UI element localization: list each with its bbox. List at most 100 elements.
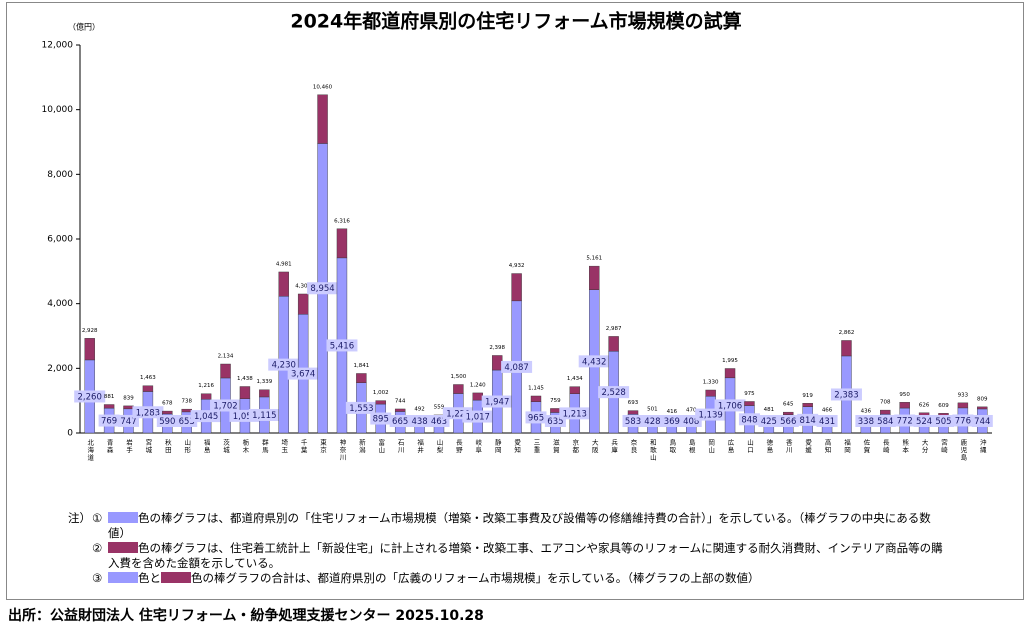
value-label: 4,432 [578, 355, 610, 368]
total-label: 645 [783, 402, 794, 408]
x-tick-label: 青森 [105, 438, 113, 455]
value-label-box [345, 401, 377, 414]
bar-segment [899, 402, 910, 409]
frame [6, 2, 1024, 600]
x-tick-label: 東京 [319, 438, 327, 455]
value-label: 772 [894, 414, 916, 427]
bar-segment [880, 409, 891, 415]
note: 色の棒グラフは、都道府県別の「住宅リフォーム市場規模（増築・改築工事費及び設備等… [108, 511, 948, 541]
value-label: 635 [547, 417, 563, 427]
value-label: 814 [797, 413, 819, 426]
bar-segment [550, 408, 561, 413]
value-label: 1,017 [462, 410, 494, 423]
total-label: 1,339 [256, 379, 272, 385]
x-tick-label: 新潟 [357, 438, 365, 455]
value-label: 438 [411, 417, 427, 427]
value-label: 747 [120, 417, 136, 427]
value-label: 505 [932, 415, 954, 427]
bar-segment [453, 384, 464, 394]
x-tick-label: 佐賀 [862, 438, 870, 455]
bar-segment [705, 389, 716, 397]
total-label: 501 [647, 406, 658, 412]
value-label: 814 [800, 416, 816, 426]
value-label: 965 [528, 413, 544, 423]
total-label: 1,330 [703, 379, 719, 385]
note-text: 色の棒グラフは、住宅着工統計上「新設住宅」に計上される増築・改築工事、エアコンや… [108, 541, 943, 570]
value-label: 965 [525, 411, 547, 424]
value-label: 1,139 [695, 408, 727, 421]
note: 色と 色の棒グラフの合計は、都道府県別の「広義のリフォーム市場規模」を示している。… [108, 571, 968, 586]
note-prefix: 注） [68, 511, 91, 525]
value-label: 1,017 [466, 413, 490, 423]
total-label: 10,460 [313, 84, 333, 90]
value-label: 583 [622, 415, 644, 427]
total-label: 2,398 [489, 345, 505, 351]
bar-segment [200, 393, 212, 400]
value-label: 744 [974, 417, 990, 427]
value-label-box [210, 399, 242, 412]
value-label: 1,213 [559, 407, 591, 420]
note-text: 色の棒グラフの合計は、都道府県別の「広義のリフォーム市場規模」を示している。（棒… [191, 571, 760, 585]
bar-segment [259, 389, 270, 398]
x-tick-label: 徳島 [765, 438, 773, 455]
total-label: 559 [434, 404, 445, 410]
bar-segment [356, 373, 367, 383]
y-tick-label: 2,000 [47, 364, 73, 374]
value-label-box [932, 415, 954, 427]
total-label: 416 [667, 409, 678, 415]
value-label-box [758, 415, 780, 427]
value-label: 584 [877, 417, 893, 427]
x-tick-label: 長野 [454, 439, 462, 454]
value-label: 1,706 [714, 399, 746, 412]
x-tick-label: 栃木 [241, 438, 249, 455]
total-label: 809 [977, 396, 988, 402]
value-label: 338 [858, 417, 874, 427]
x-tick-label: 長崎 [881, 439, 889, 454]
value-label-box [98, 414, 120, 427]
value-label: 505 [935, 417, 951, 427]
source: 出所：公益財団法人 住宅リフォーム・紛争処理支援センター 2025.10.28 [8, 608, 484, 624]
value-label: 1,045 [190, 410, 222, 423]
x-tick-label: 北海道 [86, 439, 94, 462]
note-text: 色の棒グラフは、都道府県別の「住宅リフォーム市場規模（増築・改築工事費及び設備等… [108, 511, 931, 540]
value-label-box [913, 415, 935, 427]
total-label: 470 [686, 407, 697, 413]
value-label-box [578, 355, 610, 368]
value-label-box [714, 399, 746, 412]
x-tick-label: 埼玉 [280, 438, 288, 454]
value-label: 584 [874, 415, 896, 427]
bar-segment [472, 392, 483, 401]
x-tick-label: 岩手 [125, 438, 133, 455]
note: 色の棒グラフは、住宅着工統計上「新設住宅」に計上される増築・改築工事、エアコンや… [108, 541, 953, 571]
value-label: 1,553 [349, 404, 373, 414]
value-label: 2,383 [830, 388, 862, 401]
value-label: 895 [370, 412, 392, 425]
value-label-box [132, 406, 164, 419]
bar-segment [802, 403, 813, 407]
value-label: 776 [955, 416, 971, 426]
total-label: 4,981 [276, 261, 292, 267]
value-label-box [830, 388, 862, 401]
bar-segment [162, 410, 173, 415]
value-label: 1,139 [698, 411, 722, 421]
bar-segment [336, 228, 348, 259]
value-label-box [738, 413, 760, 426]
x-tick-label: 広島 [726, 438, 734, 455]
value-label: 5,416 [330, 341, 354, 351]
value-label-box [74, 390, 106, 403]
value-label: 665 [389, 415, 411, 427]
total-label: 2,862 [839, 330, 855, 336]
value-label: 769 [98, 414, 120, 427]
value-label: 1,706 [718, 401, 742, 411]
total-label: 1,995 [722, 358, 738, 364]
value-label-box [501, 360, 533, 373]
bar-segment [181, 408, 192, 413]
value-label: 2,260 [78, 392, 102, 402]
value-label: 4,230 [272, 361, 296, 371]
bar-segment [123, 405, 134, 410]
value-label: 2,383 [834, 390, 858, 400]
x-tick-label: 茨城 [222, 438, 230, 455]
value-label: 566 [777, 415, 799, 427]
total-label: 2,134 [218, 354, 234, 360]
total-label: 1,216 [198, 383, 214, 389]
